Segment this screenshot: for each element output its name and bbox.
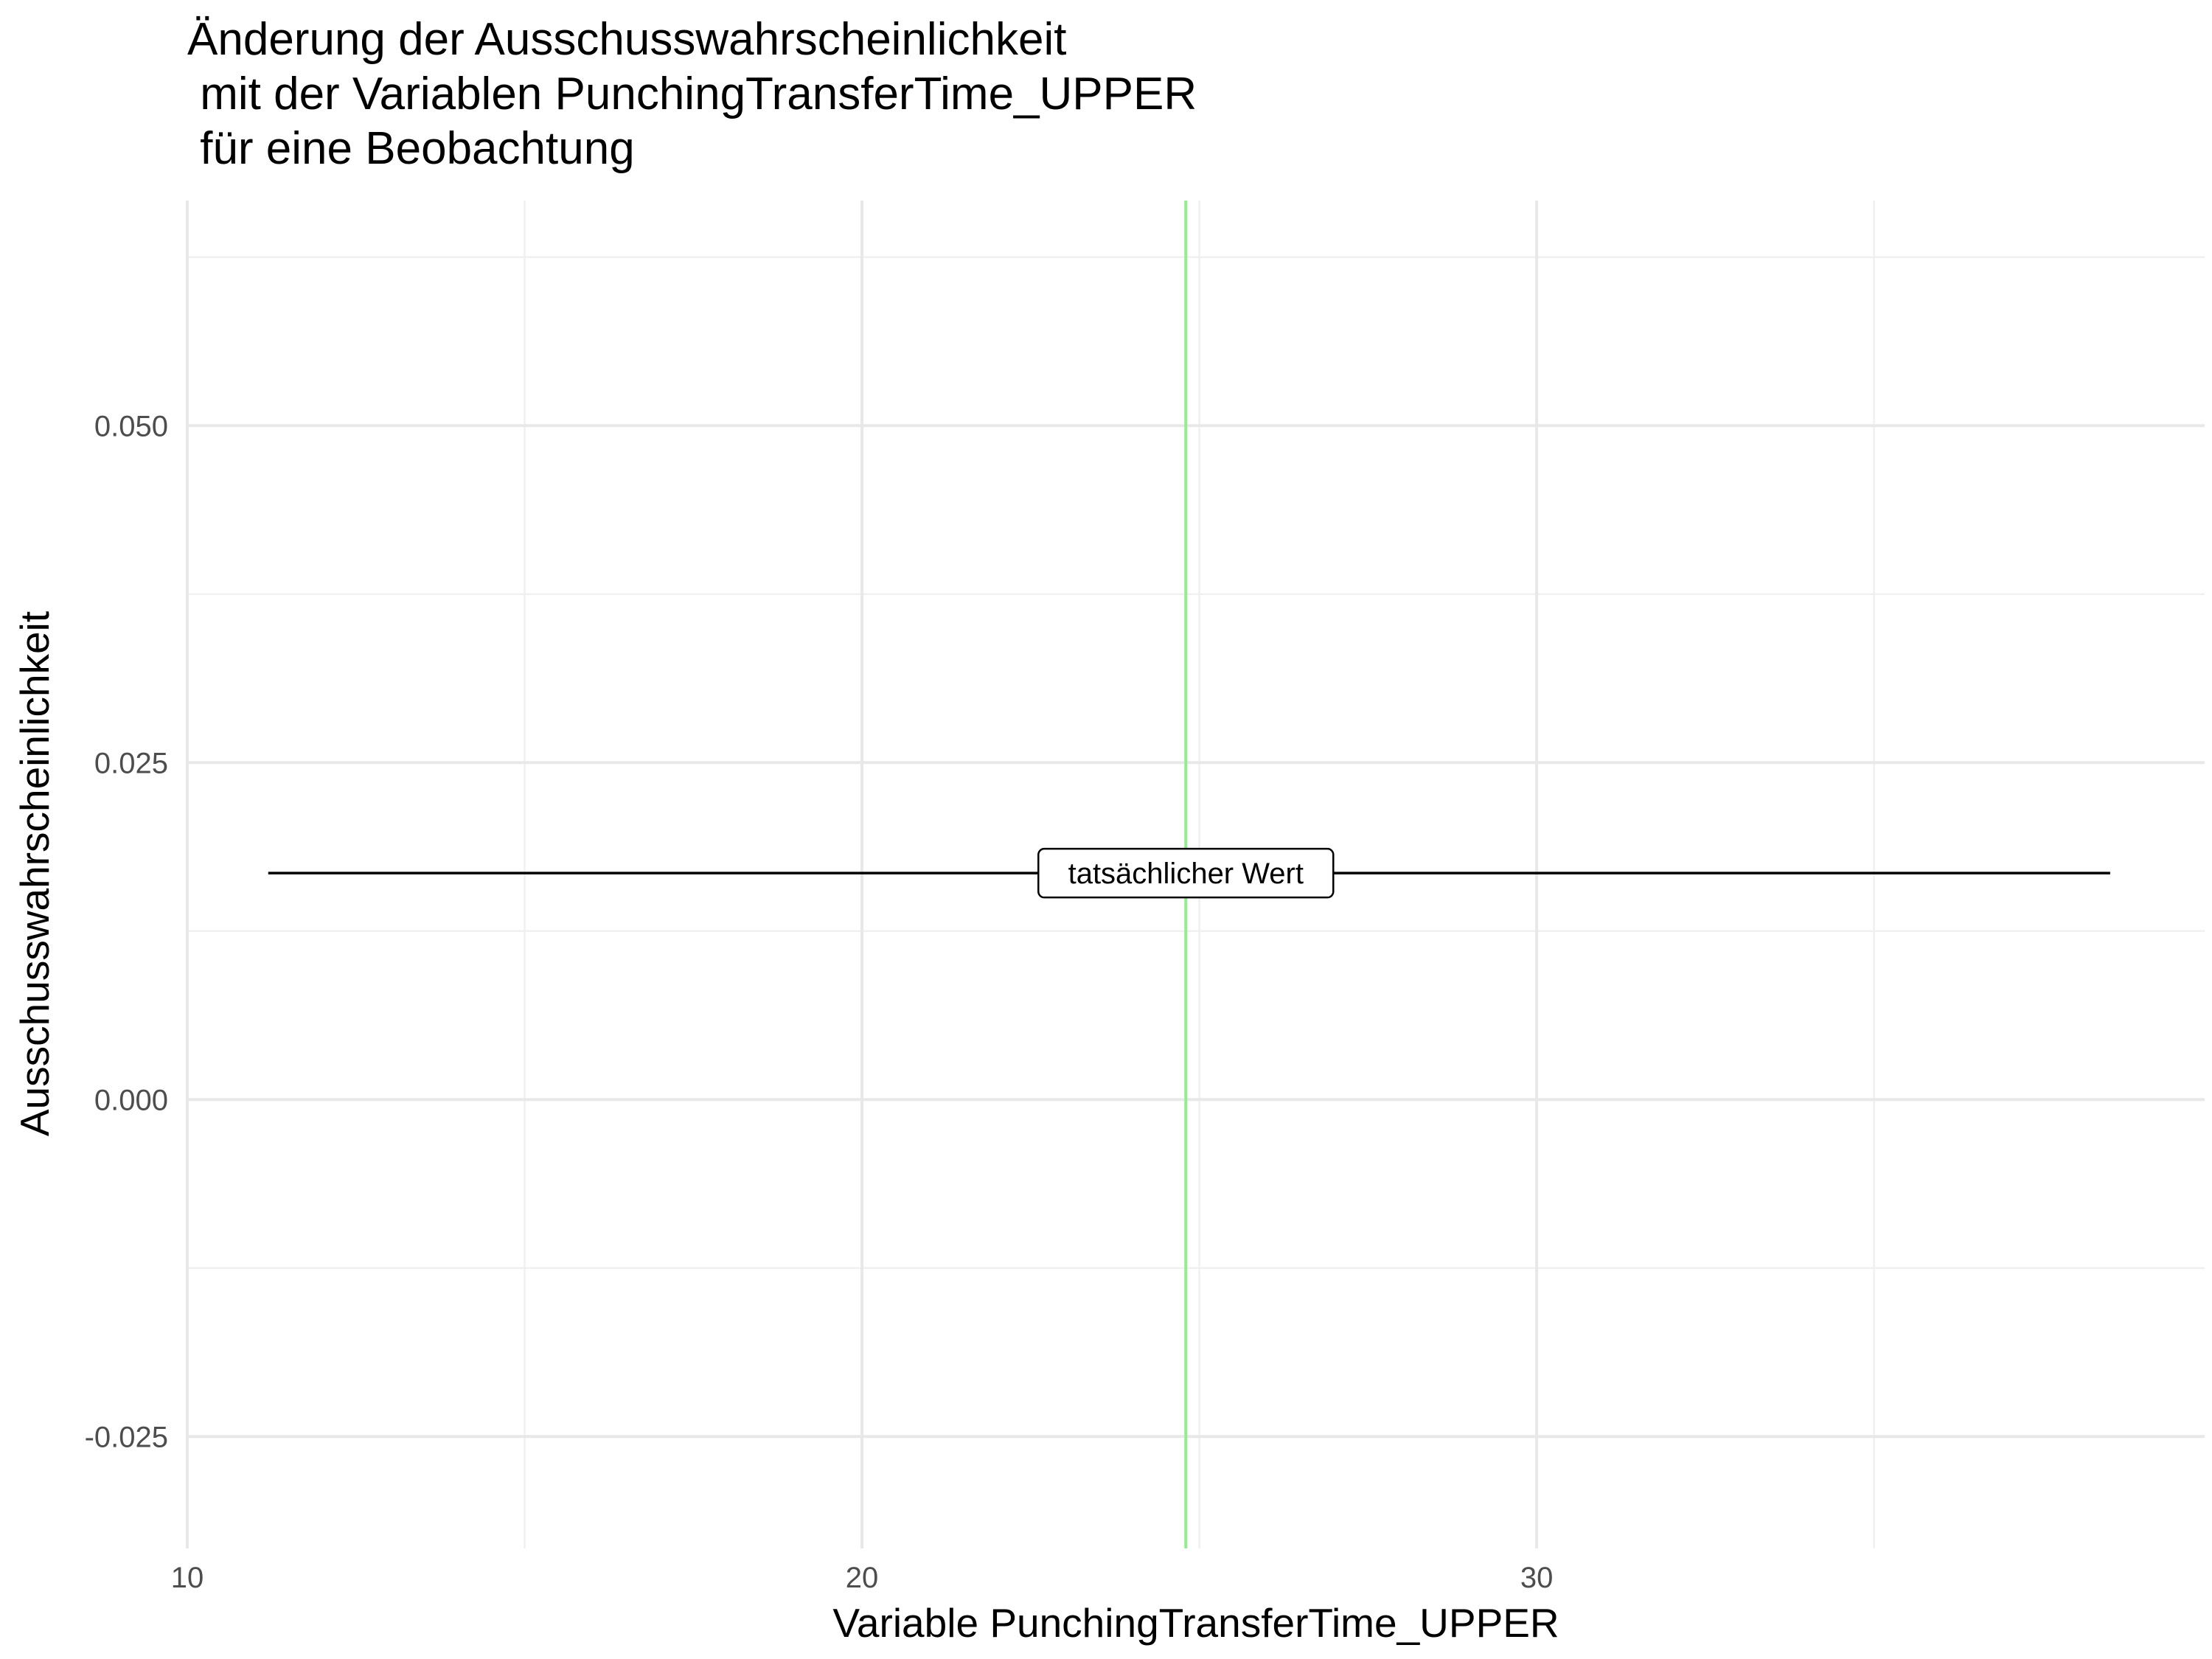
x-tick-label-1: 20 <box>846 1562 879 1594</box>
annotation-box <box>1037 847 1335 899</box>
chart-title: Änderung der Ausschusswahrscheinlichkeit… <box>187 14 1197 174</box>
major-gridlines <box>186 201 2205 1548</box>
y-tick-label-1: 0.000 <box>94 1084 168 1116</box>
chart-marks: tatsächlicher Wert <box>268 201 2110 1548</box>
x-axis-tick-labels: 10 20 30 <box>171 1562 1554 1594</box>
chart-title-line-2: mit der Variablen PunchingTransferTime_U… <box>187 69 1197 119</box>
chart-title-line-1: Änderung der Ausschusswahrscheinlichkeit <box>187 14 1066 65</box>
chart-title-line-3: für eine Beobachtung <box>187 123 635 174</box>
x-tick-label-2: 30 <box>1520 1562 1554 1594</box>
y-tick-label-2: 0.025 <box>94 747 168 779</box>
y-tick-label-0: -0.025 <box>85 1421 168 1453</box>
y-axis-tick-labels: -0.025 0.000 0.025 0.050 <box>85 410 168 1453</box>
y-tick-label-3: 0.050 <box>94 410 168 442</box>
y-axis-title: Ausschusswahrscheinlichkeit <box>12 611 58 1136</box>
annotation-label: tatsächlicher Wert <box>1068 858 1304 890</box>
x-tick-label-0: 10 <box>171 1562 204 1594</box>
x-axis-title: Variable PunchingTransferTime_UPPER <box>832 1600 1559 1646</box>
